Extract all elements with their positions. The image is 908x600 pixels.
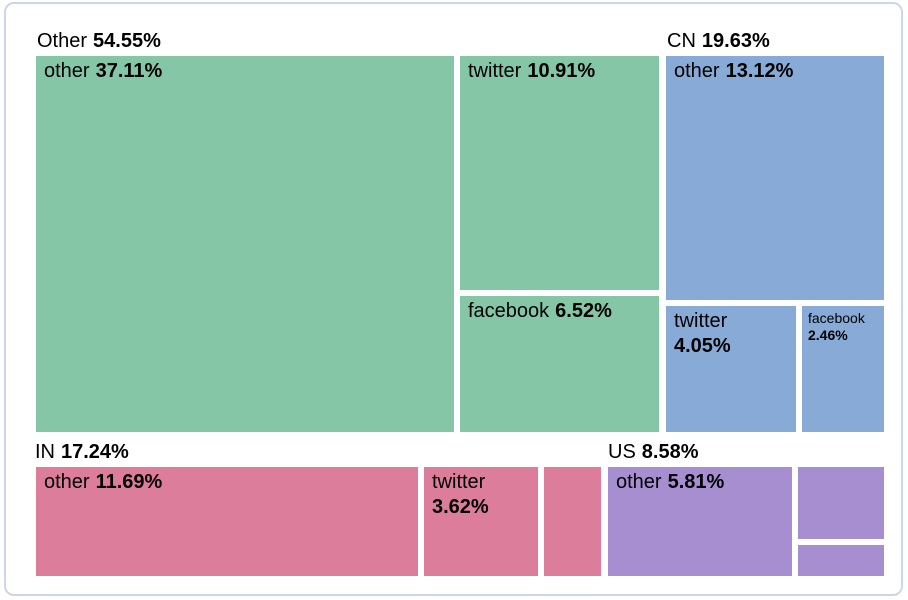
- group-header-other: Other 54.55%: [37, 29, 161, 53]
- treemap-chart: Other 54.55% CN 19.63% IN 17.24% US 8.58% ot…: [6, 4, 901, 594]
- treemap-cell-us-other[interactable]: other 5.81%: [608, 467, 792, 576]
- group-value: 19.63%: [701, 30, 770, 52]
- treemap-cell-other-facebook[interactable]: facebook 6.52%: [460, 296, 659, 432]
- group-header-cn: CN 19.63%: [667, 29, 770, 53]
- cell-value: 13.12%: [725, 60, 794, 82]
- cell-value: 3.62%: [432, 496, 489, 518]
- treemap-cell-in-twitter[interactable]: twitter 3.62%: [424, 467, 538, 576]
- cell-value: 37.11%: [95, 60, 163, 82]
- cell-label: other: [674, 60, 720, 82]
- group-name: US: [608, 441, 636, 463]
- treemap-cell-in-other[interactable]: other 11.69%: [36, 467, 418, 576]
- treemap-cell-cn-twitter[interactable]: twitter 4.05%: [666, 306, 796, 432]
- group-name: CN: [667, 30, 696, 52]
- cell-label: facebook: [808, 310, 865, 326]
- cell-label: twitter: [468, 60, 522, 82]
- group-header-in: IN 17.24%: [35, 440, 129, 464]
- cell-label: other: [44, 471, 90, 493]
- cell-value: 5.81%: [667, 471, 725, 493]
- treemap-cell-us-unlabeled-1[interactable]: [798, 467, 884, 539]
- group-name: IN: [35, 441, 55, 463]
- cell-value: 4.05%: [674, 335, 731, 357]
- cell-label: other: [616, 471, 662, 493]
- treemap-cell-other-other[interactable]: other 37.11%: [36, 56, 454, 432]
- group-value: 8.58%: [641, 441, 699, 463]
- cell-value: 10.91%: [527, 60, 596, 82]
- group-name: Other: [37, 30, 88, 52]
- chart-card: Other 54.55% CN 19.63% IN 17.24% US 8.58% ot…: [4, 2, 903, 596]
- treemap-cell-in-unlabeled[interactable]: [544, 467, 601, 576]
- cell-label: twitter: [674, 310, 728, 332]
- group-value: 54.55%: [93, 30, 161, 52]
- cell-value: 6.52%: [555, 300, 612, 322]
- cell-label: other: [44, 60, 90, 82]
- cell-value: 11.69%: [95, 471, 163, 493]
- treemap-cell-us-unlabeled-2[interactable]: [798, 545, 884, 576]
- cell-value: 2.46%: [808, 327, 848, 343]
- group-value: 17.24%: [61, 441, 129, 463]
- treemap-cell-other-twitter[interactable]: twitter 10.91%: [460, 56, 659, 290]
- treemap-cell-cn-facebook[interactable]: facebook 2.46%: [802, 306, 884, 432]
- cell-label: twitter: [432, 471, 486, 493]
- group-header-us: US 8.58%: [608, 440, 699, 464]
- cell-label: facebook: [468, 300, 550, 322]
- treemap-cell-cn-other[interactable]: other 13.12%: [666, 56, 884, 300]
